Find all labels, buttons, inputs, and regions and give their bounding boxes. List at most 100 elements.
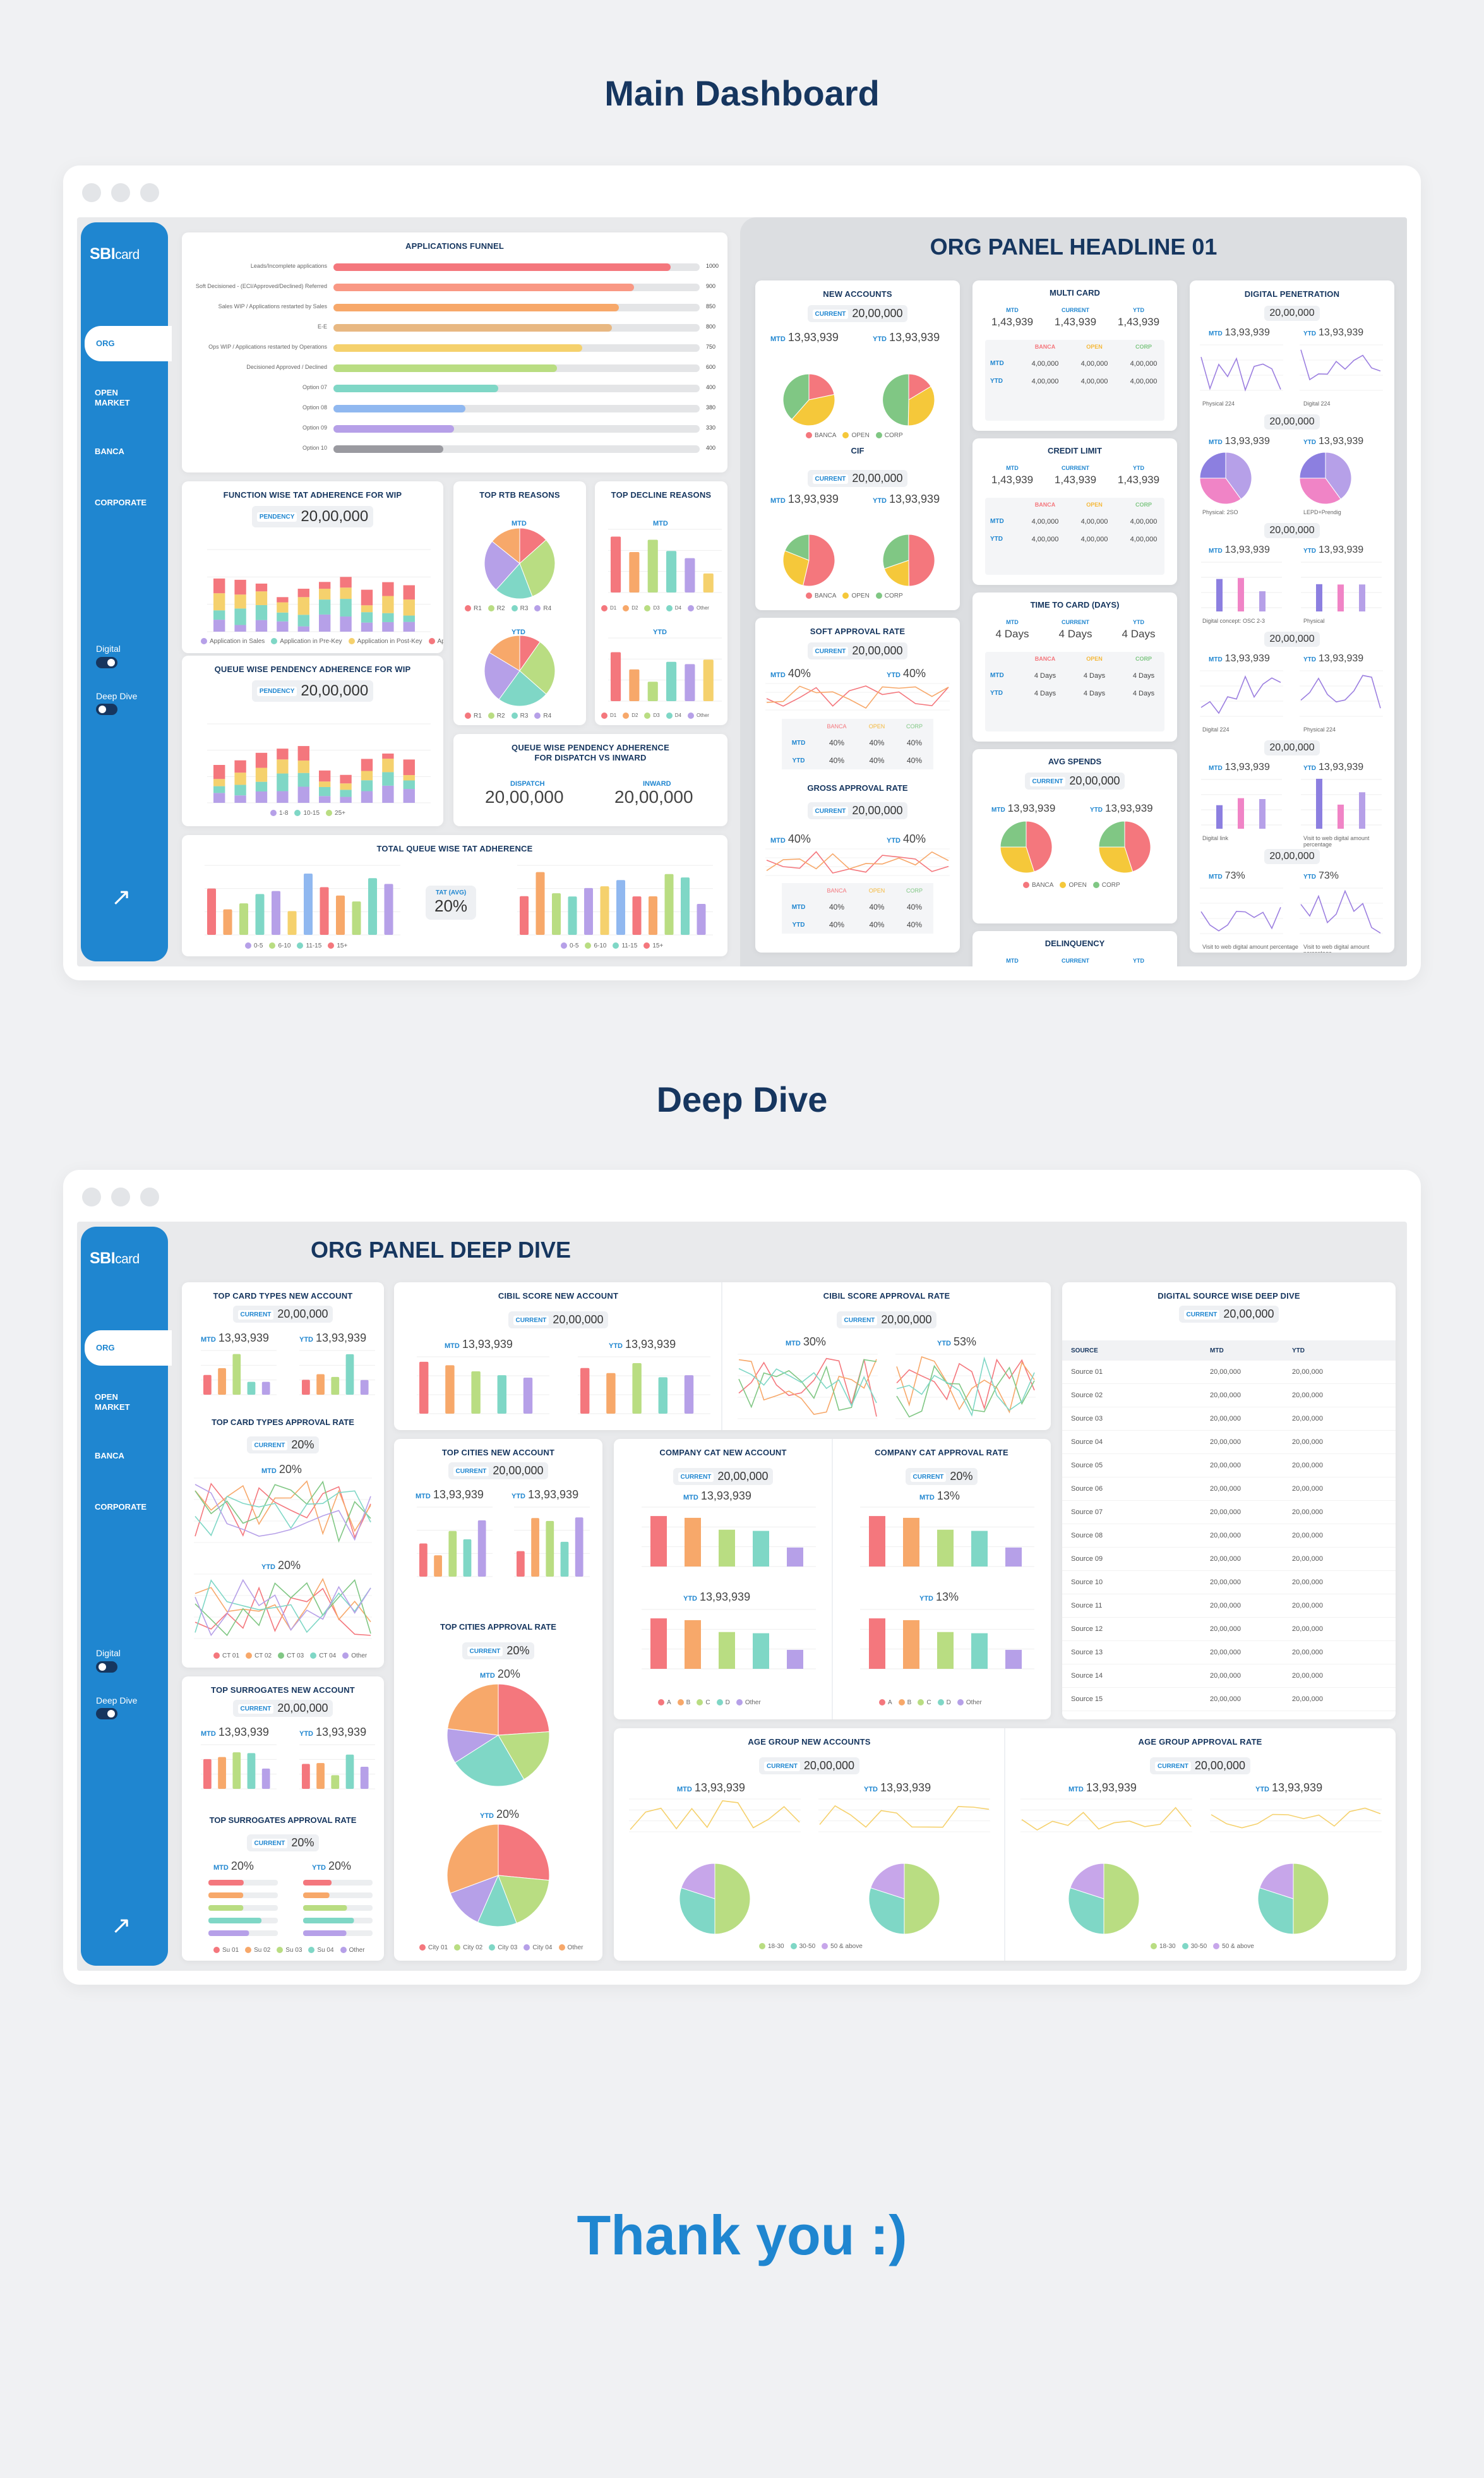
digital-toggle[interactable]: [96, 1661, 117, 1673]
table-cell: 20,00,000: [1210, 1532, 1241, 1539]
series-line: [896, 1356, 1035, 1417]
stack-segment: [403, 780, 415, 790]
table-col-header: CORP: [1135, 656, 1152, 662]
stack-segment: [234, 785, 246, 796]
bar: [203, 1374, 212, 1395]
table-cell: Source 05: [1071, 1462, 1103, 1469]
pie-slice: [1000, 821, 1027, 848]
ytd-value: YTD 53%: [937, 1335, 977, 1348]
sidebar-item-corporate[interactable]: CORPORATE: [95, 498, 147, 507]
series-line: [738, 1359, 877, 1411]
value-pill: 20,00,000: [1264, 740, 1320, 755]
pie-slice: [1225, 452, 1252, 500]
window-dot[interactable]: [111, 1188, 130, 1206]
pie-slice: [1299, 452, 1326, 479]
window-dot[interactable]: [111, 183, 130, 202]
bar: [685, 1620, 701, 1669]
sidebar-item-org[interactable]: ORG: [85, 326, 172, 361]
funnel-bar: [333, 405, 465, 412]
pie-slice: [679, 1887, 715, 1935]
sidebar-item-corporate[interactable]: CORPORATE: [95, 1502, 147, 1512]
bar: [1216, 579, 1223, 611]
bar: [616, 880, 626, 935]
table-row-label: MTD: [990, 518, 1004, 525]
table-row: Source 04 20,00,000 20,00,000: [1062, 1431, 1396, 1454]
card-title: AGE GROUP NEW ACCOUNTS: [748, 1737, 871, 1747]
legend-dot: [1023, 882, 1029, 889]
table-cell: 20,00,000: [1292, 1672, 1323, 1680]
chart-legend: Physical 224: [1202, 400, 1235, 407]
ytd-value: YTD 13,93,939: [1303, 653, 1363, 665]
cities-approval-title: TOP CITIES APPROVAL RATE: [440, 1622, 556, 1632]
chart-legend: Digital link: [1202, 835, 1229, 841]
stack-segment: [403, 622, 415, 632]
pie-slice: [908, 534, 935, 587]
sidebar-item-open-market[interactable]: OPEN MARKET: [95, 388, 130, 407]
pie-chart: [882, 534, 935, 587]
table-cell: 20,00,000: [1210, 1579, 1241, 1586]
bar: [303, 1880, 332, 1886]
ytd-value: YTD 73%: [1303, 870, 1339, 882]
mtd-value: MTD 13,93,939: [770, 331, 839, 344]
bar: [629, 669, 640, 701]
mtd-value: MTD 30%: [786, 1335, 826, 1348]
pie-slice: [1026, 821, 1053, 872]
bar: [331, 1775, 340, 1789]
bar: [316, 1763, 325, 1789]
pie-slice: [477, 1874, 517, 1927]
bar: [568, 896, 577, 935]
funnel-bar: [333, 284, 634, 291]
pie-slice: [1299, 478, 1341, 505]
sidebar-item-org[interactable]: ORG: [85, 1330, 172, 1366]
card-title: SOFT APPROVAL RATE: [810, 627, 906, 636]
window-dot[interactable]: [140, 183, 159, 202]
trend-icon[interactable]: ↗: [111, 884, 131, 911]
card-title: AVG SPENDS: [1048, 757, 1102, 766]
pie-chart: [868, 1863, 940, 1935]
table-cell: 20,00,000: [1292, 1532, 1323, 1539]
queue-pendency-card: QUEUE WISE PENDENCY ADHERENCE FOR WIP PE…: [182, 656, 443, 826]
window-dot[interactable]: [140, 1188, 159, 1206]
bar: [302, 1764, 310, 1789]
funnel-bar: [333, 344, 583, 352]
table-cell: 20,00,000: [1210, 1438, 1241, 1446]
trend-icon[interactable]: ↗: [111, 1913, 131, 1939]
bar-chart: [205, 865, 400, 935]
value: 13,93,939: [1224, 436, 1270, 447]
deep-dive-toggle[interactable]: [96, 1708, 117, 1719]
pie-slice: [489, 635, 520, 671]
pie-slice: [491, 527, 520, 565]
stack-segment: [234, 579, 246, 595]
deep-dive-toggle[interactable]: [96, 704, 117, 715]
sidebar-item-open-market[interactable]: OPEN MARKET: [95, 1392, 130, 1412]
bar-chart: [417, 1507, 493, 1577]
stack-segment: [361, 791, 373, 803]
window-dot[interactable]: [82, 1188, 101, 1206]
bar: [787, 1547, 803, 1567]
label: MTD: [991, 807, 1005, 814]
bar: [232, 1752, 241, 1789]
sidebar-item-banca[interactable]: BANCA: [95, 1451, 124, 1460]
current-pill: CURRENT 20,00,000: [1150, 1757, 1250, 1774]
bar: [287, 911, 297, 935]
value: 13,93,939: [1319, 762, 1364, 773]
table-cell: Source 07: [1071, 1508, 1103, 1516]
bar: [261, 1768, 270, 1789]
window-dot[interactable]: [82, 183, 101, 202]
sidebar-item-banca[interactable]: BANCA: [95, 447, 124, 456]
chart-legend: Physical 224: [1303, 726, 1336, 733]
card-title: TIME TO CARD (DAYS): [1030, 600, 1120, 610]
chart-legend: BANCA OPEN CORP: [1017, 882, 1120, 889]
card-types-approval-title: TOP CARD TYPES APPROVAL RATE: [212, 1417, 354, 1427]
digital-chart: [1201, 562, 1282, 611]
bar: [223, 909, 232, 935]
stack-segment: [319, 770, 331, 782]
bar-chart: [517, 865, 713, 935]
digital-toggle[interactable]: [96, 657, 117, 668]
value-pill-wrap: 20,00,000: [1190, 632, 1394, 647]
current-pill: CURRENT 20,00,000: [448, 1462, 549, 1479]
pie-slice: [870, 1863, 905, 1899]
table-cell: Source 14: [1071, 1672, 1103, 1680]
stacked-bar-chart: [207, 549, 431, 632]
table-row: Source 08 20,00,000 20,00,000: [1062, 1524, 1396, 1548]
